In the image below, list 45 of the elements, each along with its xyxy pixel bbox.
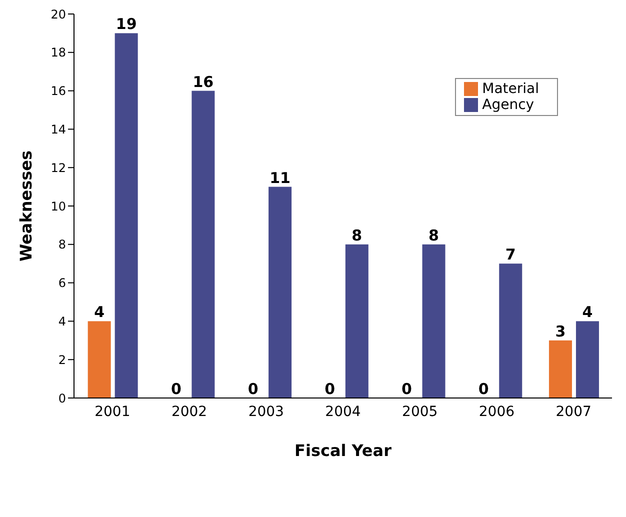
x-tick-label: 2005 xyxy=(402,404,438,420)
y-tick-label: 20 xyxy=(50,7,66,22)
x-tick-label: 2002 xyxy=(171,404,208,420)
bar xyxy=(422,244,446,398)
legend-label: Material xyxy=(482,81,539,97)
data-label: 4 xyxy=(94,303,105,322)
x-tick-label: 2007 xyxy=(556,404,592,420)
data-label: 8 xyxy=(428,226,439,244)
x-tick-label: 2006 xyxy=(478,404,515,420)
x-axis-title: Fiscal Year xyxy=(294,441,392,460)
data-label: 7 xyxy=(505,246,516,264)
bar xyxy=(268,186,292,398)
bar xyxy=(114,33,138,398)
data-label: 0 xyxy=(324,380,336,398)
y-tick-label: 0 xyxy=(58,391,66,406)
data-label: 0 xyxy=(170,380,182,398)
bar xyxy=(548,340,572,398)
data-label: 0 xyxy=(402,380,412,398)
y-tick-label: 14 xyxy=(50,122,66,136)
data-label: 0 xyxy=(248,380,258,398)
bar xyxy=(88,321,111,398)
data-label: 3 xyxy=(555,322,566,340)
x-tick-label: 2003 xyxy=(248,404,284,420)
y-tick-label: 4 xyxy=(58,314,66,328)
data-label: 4 xyxy=(582,303,593,322)
y-tick-label: 12 xyxy=(50,160,66,175)
bar xyxy=(499,264,522,398)
data-label: 11 xyxy=(270,168,290,187)
data-label: 8 xyxy=(352,226,362,244)
y-axis-title: Weaknesses xyxy=(16,150,36,262)
legend-label: Agency xyxy=(482,97,534,113)
x-tick-label: 2001 xyxy=(94,404,130,420)
y-tick-label: 10 xyxy=(50,199,66,214)
y-tick-label: 8 xyxy=(58,238,66,252)
data-label: 0 xyxy=(478,380,489,398)
data-label: 16 xyxy=(192,72,214,91)
bar xyxy=(345,244,368,398)
y-tick-label: 16 xyxy=(50,84,66,98)
y-tick-label: 18 xyxy=(50,46,66,60)
x-tick-label: 2004 xyxy=(325,404,361,420)
bar xyxy=(192,90,215,398)
y-tick-label: 6 xyxy=(58,276,66,290)
bar xyxy=(576,321,599,398)
data-label: 19 xyxy=(116,15,137,34)
y-tick-label: 2 xyxy=(58,352,66,367)
